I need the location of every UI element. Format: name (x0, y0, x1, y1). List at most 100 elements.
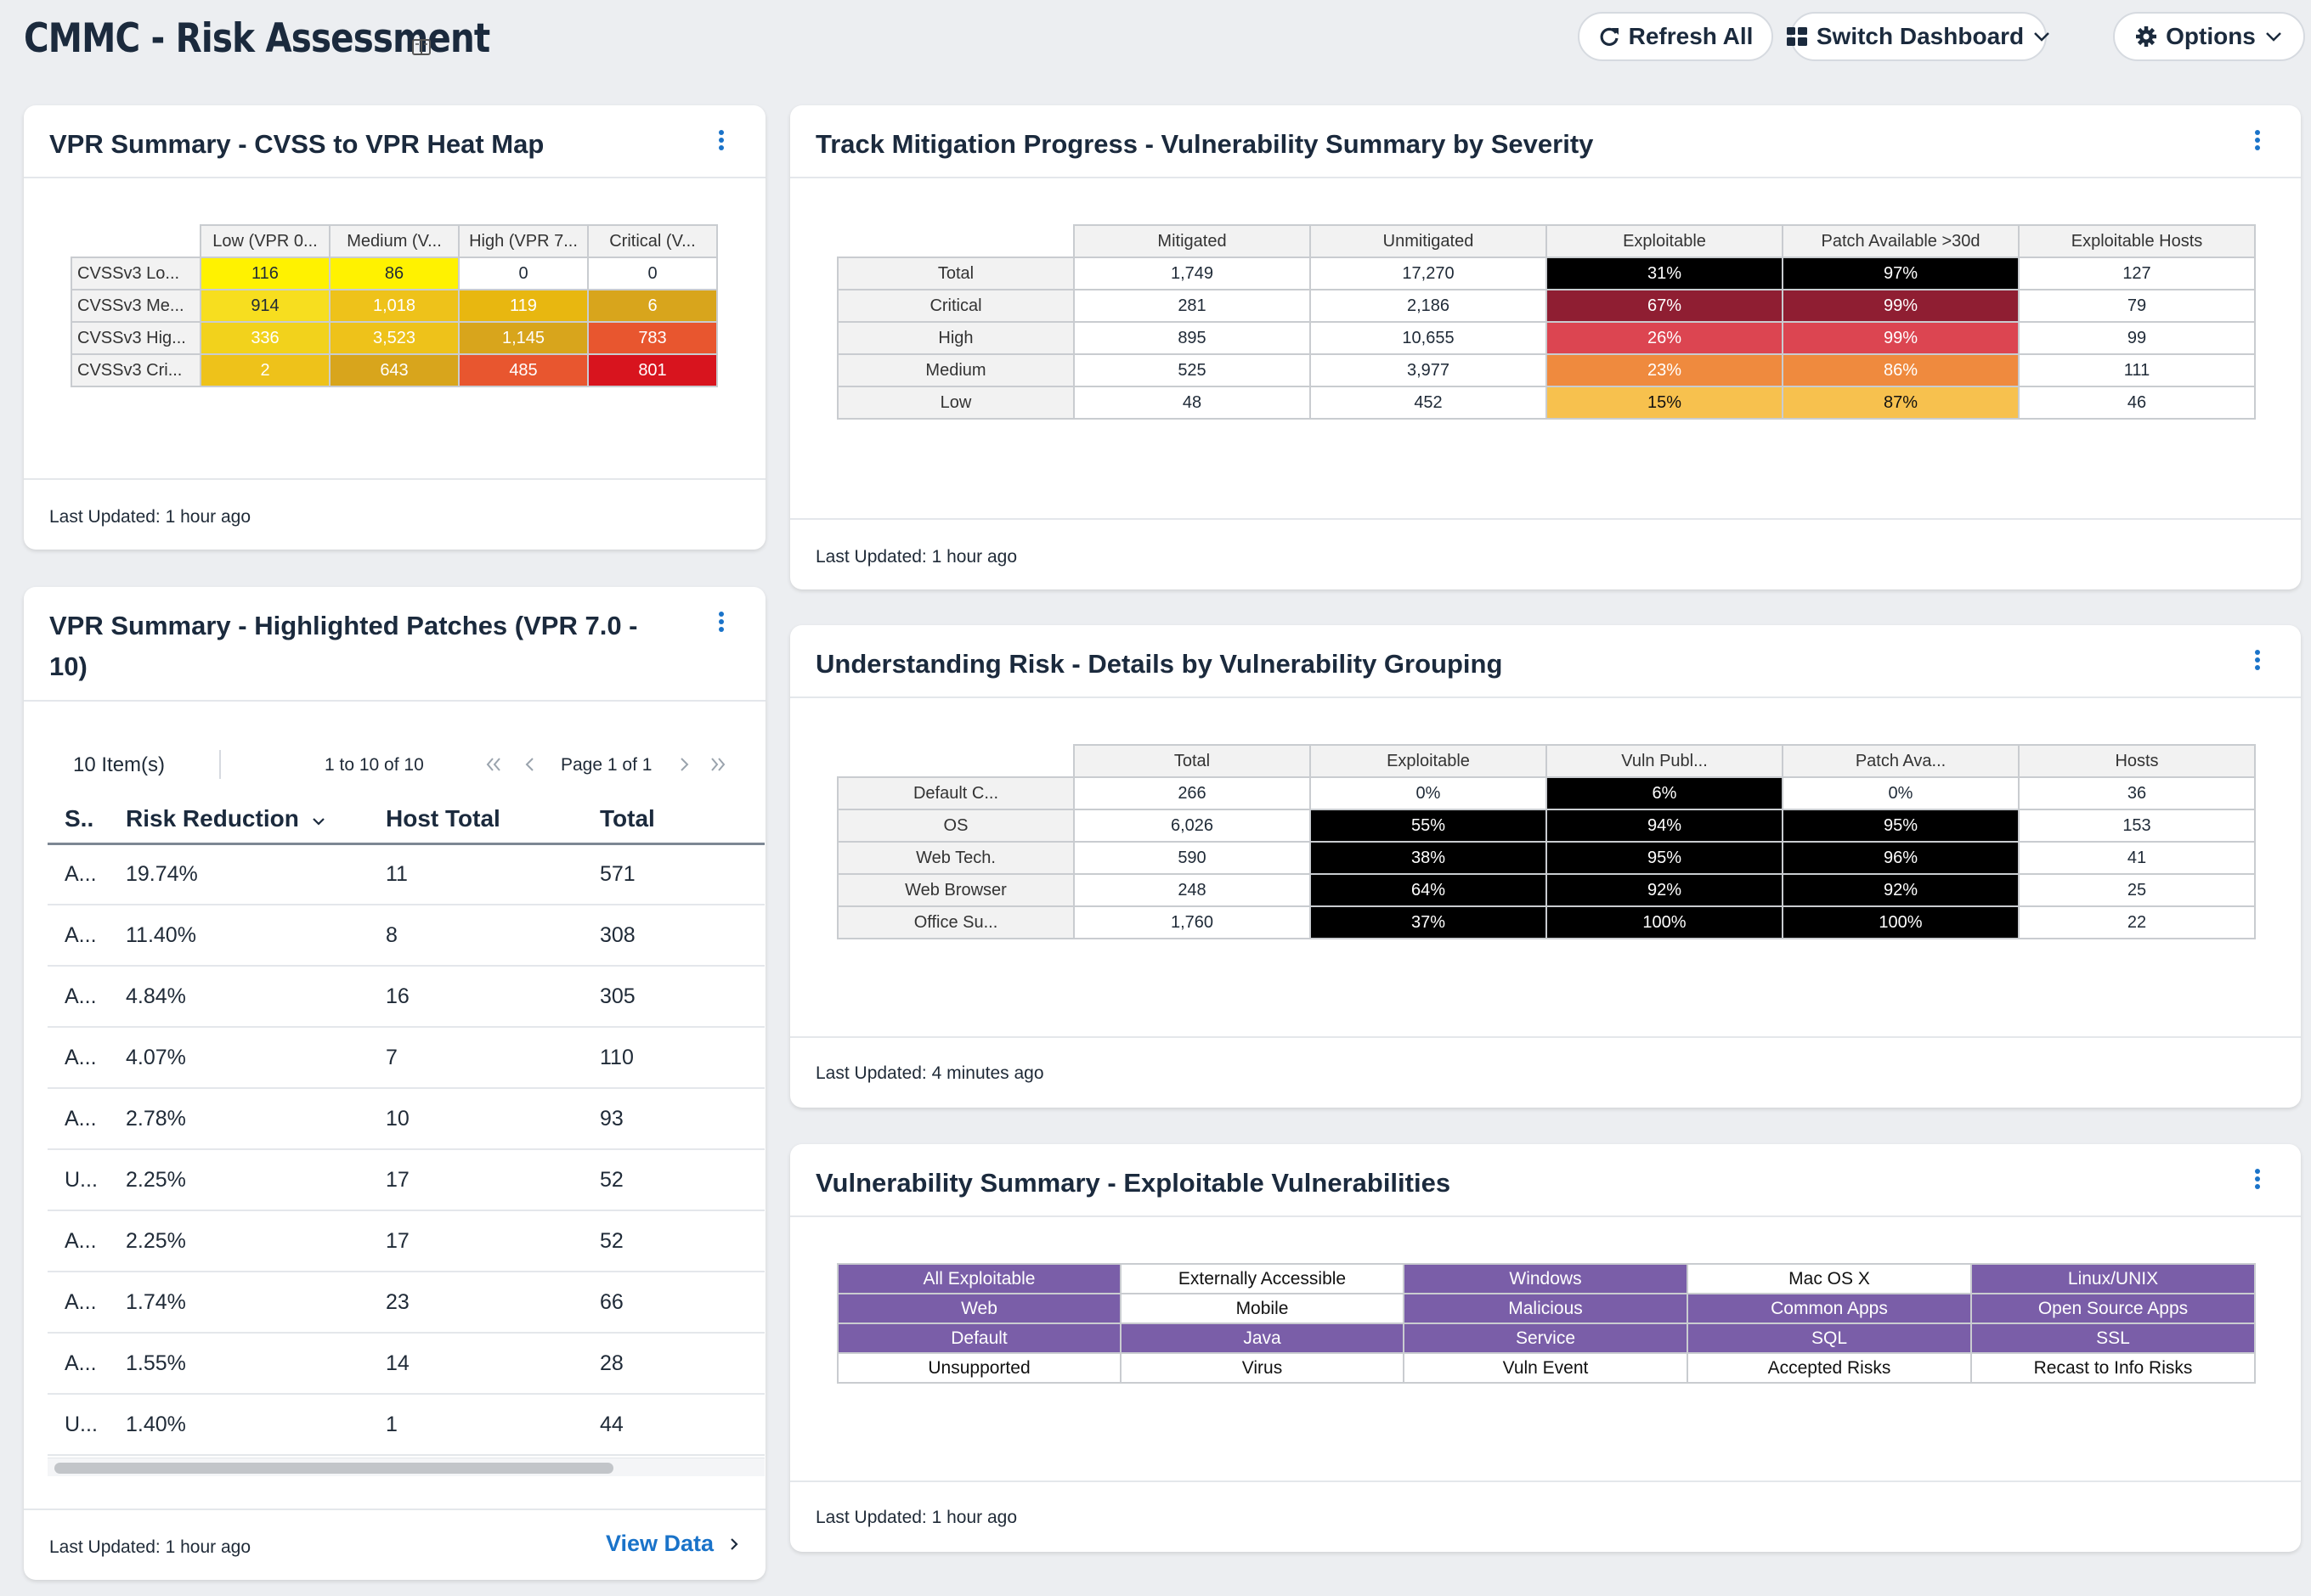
horizontal-scrollbar-track[interactable] (48, 1458, 765, 1476)
column-header-host-total[interactable]: Host Total (369, 796, 583, 845)
column-header[interactable]: Medium (V... (329, 224, 460, 258)
table-row[interactable]: A... 1.55% 14 28 (48, 1333, 765, 1395)
cell[interactable]: 94% (1545, 809, 1783, 843)
card-menu-icon[interactable] (713, 609, 730, 640)
cell[interactable]: 64% (1309, 873, 1547, 907)
cell[interactable]: 6,026 (1073, 809, 1311, 843)
cell[interactable]: 79 (2018, 289, 2256, 323)
cell[interactable]: 95% (1545, 841, 1783, 875)
heat-cell[interactable]: 3,523 (329, 321, 460, 355)
filter-cell[interactable]: Vuln Event (1403, 1352, 1688, 1384)
cell[interactable]: 153 (2018, 809, 2256, 843)
heat-cell[interactable]: 801 (587, 353, 718, 387)
card-menu-icon[interactable] (2249, 647, 2266, 678)
heat-cell[interactable]: 6 (587, 289, 718, 323)
cell[interactable]: 1,749 (1073, 257, 1311, 290)
column-header-risk-reduction[interactable]: Risk Reduction (109, 796, 369, 845)
cell[interactable]: 281 (1073, 289, 1311, 323)
card-menu-icon[interactable] (2249, 127, 2266, 158)
view-data-link[interactable]: View Data (606, 1531, 739, 1557)
cell[interactable]: 31% (1545, 257, 1783, 290)
table-row[interactable]: A... 4.84% 16 305 (48, 966, 765, 1028)
cell[interactable]: 590 (1073, 841, 1311, 875)
cell[interactable]: 3,977 (1309, 353, 1547, 387)
cell[interactable]: 10,655 (1309, 321, 1547, 355)
cell[interactable]: 38% (1309, 841, 1547, 875)
filter-cell[interactable]: Service (1403, 1322, 1688, 1354)
first-page-icon[interactable] (484, 755, 503, 774)
cell[interactable]: 0% (1782, 776, 2020, 810)
switch-dashboard-button[interactable]: Switch Dashboard (1786, 12, 2050, 61)
cell[interactable]: 92% (1782, 873, 2020, 907)
heat-cell[interactable]: 119 (458, 289, 589, 323)
column-header[interactable]: Mitigated (1073, 224, 1311, 258)
cell[interactable]: 0% (1309, 776, 1547, 810)
cell[interactable]: 452 (1309, 386, 1547, 420)
cell[interactable]: 266 (1073, 776, 1311, 810)
cell[interactable]: 15% (1545, 386, 1783, 420)
cell[interactable]: 99% (1782, 321, 2020, 355)
heat-cell[interactable]: 914 (200, 289, 331, 323)
heat-cell[interactable]: 643 (329, 353, 460, 387)
filter-cell[interactable]: SQL (1687, 1322, 1972, 1354)
column-header[interactable]: Patch Ava... (1782, 744, 2020, 778)
column-header[interactable]: Low (VPR 0... (200, 224, 331, 258)
filter-cell[interactable]: SSL (1970, 1322, 2256, 1354)
horizontal-scrollbar-thumb[interactable] (54, 1463, 613, 1474)
cell[interactable]: 25 (2018, 873, 2256, 907)
filter-cell[interactable]: Default (837, 1322, 1122, 1354)
last-page-icon[interactable] (709, 755, 727, 774)
heat-cell[interactable]: 1,145 (458, 321, 589, 355)
cell[interactable]: 46 (2018, 386, 2256, 420)
cell[interactable]: 48 (1073, 386, 1311, 420)
heat-cell[interactable]: 485 (458, 353, 589, 387)
heat-cell[interactable]: 1,018 (329, 289, 460, 323)
filter-cell[interactable]: Virus (1120, 1352, 1404, 1384)
filter-cell[interactable]: Externally Accessible (1120, 1263, 1404, 1294)
filter-cell[interactable]: Open Source Apps (1970, 1293, 2256, 1324)
column-header-solution[interactable]: S.. (48, 796, 109, 845)
card-menu-icon[interactable] (713, 127, 730, 158)
cell[interactable]: 100% (1782, 905, 2020, 939)
cell[interactable]: 2,186 (1309, 289, 1547, 323)
refresh-all-button[interactable]: Refresh All (1578, 12, 1773, 61)
column-header[interactable]: Vuln Publ... (1545, 744, 1783, 778)
column-header-total[interactable]: Total (583, 796, 765, 845)
cell[interactable]: 41 (2018, 841, 2256, 875)
filter-cell[interactable]: Java (1120, 1322, 1404, 1354)
cell[interactable]: 86% (1782, 353, 2020, 387)
cell[interactable]: 37% (1309, 905, 1547, 939)
column-header[interactable]: Total (1073, 744, 1311, 778)
heat-cell[interactable]: 2 (200, 353, 331, 387)
cell[interactable]: 36 (2018, 776, 2256, 810)
table-row[interactable]: A... 2.25% 17 52 (48, 1210, 765, 1272)
filter-cell[interactable]: Unsupported (837, 1352, 1122, 1384)
filter-cell[interactable]: Web (837, 1293, 1122, 1324)
filter-cell[interactable]: Mac OS X (1687, 1263, 1972, 1294)
column-header[interactable]: Exploitable (1545, 224, 1783, 258)
cell[interactable]: 17,270 (1309, 257, 1547, 290)
table-row[interactable]: A... 2.78% 10 93 (48, 1088, 765, 1150)
table-row[interactable]: U... 2.25% 17 52 (48, 1149, 765, 1211)
cell[interactable]: 1,760 (1073, 905, 1311, 939)
cell[interactable]: 525 (1073, 353, 1311, 387)
filter-cell[interactable]: Windows (1403, 1263, 1688, 1294)
cell[interactable]: 22 (2018, 905, 2256, 939)
table-row[interactable]: A... 19.74% 11 571 (48, 843, 765, 905)
cell[interactable]: 99 (2018, 321, 2256, 355)
cell[interactable]: 248 (1073, 873, 1311, 907)
table-row[interactable]: A... 11.40% 8 308 (48, 905, 765, 967)
cell[interactable]: 26% (1545, 321, 1783, 355)
cell[interactable]: 99% (1782, 289, 2020, 323)
column-header[interactable]: Exploitable (1309, 744, 1547, 778)
column-header[interactable]: High (VPR 7... (458, 224, 589, 258)
heat-cell[interactable]: 336 (200, 321, 331, 355)
cell[interactable]: 23% (1545, 353, 1783, 387)
filter-cell[interactable]: Accepted Risks (1687, 1352, 1972, 1384)
heat-cell[interactable]: 86 (329, 257, 460, 290)
heat-cell[interactable]: 0 (587, 257, 718, 290)
column-header[interactable]: Hosts (2018, 744, 2256, 778)
filter-cell[interactable]: Recast to Info Risks (1970, 1352, 2256, 1384)
table-row[interactable]: U... 1.40% 1 44 (48, 1394, 765, 1456)
filter-cell[interactable]: Malicious (1403, 1293, 1688, 1324)
